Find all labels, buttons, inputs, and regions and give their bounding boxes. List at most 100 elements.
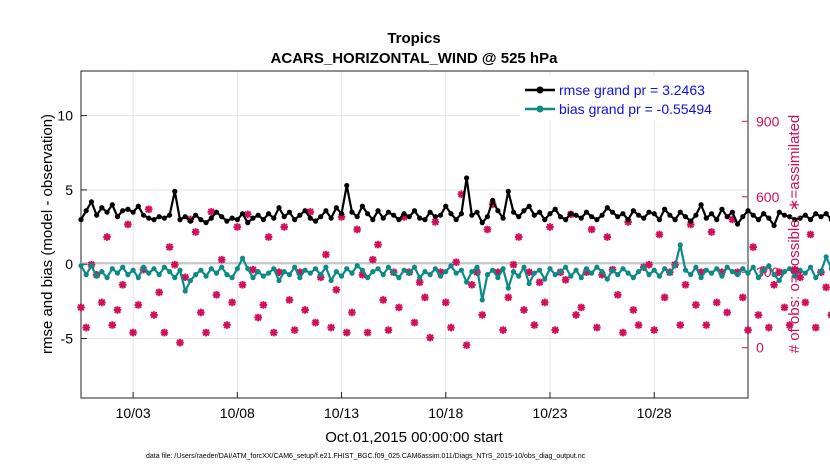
rmse-point	[708, 211, 715, 217]
bias-point	[135, 275, 141, 281]
obs-assimilated-point	[827, 311, 830, 319]
bias-point	[620, 266, 626, 272]
obs-assimilated-point	[327, 323, 335, 332]
rmse-point	[453, 217, 459, 223]
obs-assimilated-point	[478, 311, 487, 319]
rmse-point	[589, 214, 595, 220]
bias-point	[328, 277, 334, 284]
obs-assimilated-point	[259, 301, 268, 309]
obs-asterisk-stroke	[192, 228, 200, 236]
bias-point	[120, 264, 126, 270]
bias-point	[641, 264, 647, 270]
obs-assimilated-point	[801, 298, 810, 307]
bias-point	[797, 267, 803, 273]
obs-asterisk-stroke	[228, 298, 236, 306]
rmse-point	[630, 208, 636, 214]
bias-point	[354, 263, 360, 269]
rmse-point	[755, 217, 762, 223]
obs-assimilated-point	[228, 298, 236, 307]
obs-assimilated-point	[254, 313, 262, 322]
bias-point	[526, 280, 532, 287]
obs-assimilated-point	[629, 306, 638, 314]
rmse-point	[813, 211, 819, 217]
obs-asterisk-stroke	[265, 233, 273, 241]
obs-assimilated-point	[738, 293, 747, 302]
rmse-point	[281, 214, 287, 220]
obs-asterisk-stroke	[145, 205, 153, 213]
bias-point	[719, 273, 725, 279]
rmse-point	[797, 215, 803, 221]
bias-point	[104, 275, 110, 281]
rmse-point	[698, 202, 704, 208]
rmse-point	[114, 214, 121, 220]
bias-point	[516, 273, 522, 279]
rmse-point	[417, 215, 423, 221]
obs-asterisk-stroke	[572, 311, 580, 319]
rmse-point	[401, 211, 407, 217]
obs-assimilated-point	[702, 321, 711, 329]
bias-point	[615, 272, 621, 278]
x-tick-label: 10/23	[532, 405, 567, 421]
obs-assimilated-point	[410, 318, 419, 327]
rmse-point	[166, 212, 173, 218]
obs-asterisk-stroke	[103, 233, 111, 241]
bias-point	[521, 264, 527, 270]
obs-assimilated-point	[603, 233, 612, 241]
bias-point	[406, 270, 412, 276]
obs-asterisk-stroke	[197, 308, 205, 317]
obs-assimilated-point	[379, 296, 388, 304]
obs-asterisk-stroke	[254, 313, 262, 322]
obs-asterisk-stroke	[744, 326, 752, 334]
legend-bias-label: bias grand pr = -0.55494	[559, 101, 712, 117]
bias-point	[714, 266, 720, 272]
obs-asterisk-stroke	[780, 303, 789, 312]
rmse-point	[656, 217, 663, 223]
rmse-point	[693, 212, 699, 218]
bias-point	[563, 264, 569, 270]
rmse-point	[677, 209, 683, 215]
obs-asterisk-stroke	[113, 306, 122, 314]
obs-asterisk-stroke	[233, 223, 241, 231]
obs-assimilated-point	[744, 326, 752, 334]
rmse-point	[255, 212, 261, 218]
rmse-point	[448, 211, 454, 217]
obs-asterisk-stroke	[775, 268, 783, 276]
rmse-point	[156, 214, 162, 220]
rmse-point	[182, 214, 188, 220]
rmse-point	[568, 211, 574, 217]
rmse-point	[297, 212, 303, 218]
obs-assimilated-point	[134, 301, 143, 309]
rmse-point	[109, 202, 115, 208]
obs-assimilated-point	[160, 328, 169, 337]
obs-assimilated-point	[754, 311, 763, 319]
obs-assimilated-point	[749, 243, 758, 251]
bias-point	[99, 269, 105, 275]
obs-assimilated-point	[384, 326, 393, 334]
obs-assimilated-point	[176, 338, 184, 347]
obs-asterisk-stroke	[379, 296, 387, 304]
obs-assimilated-point	[249, 265, 257, 274]
obs-assimilated-point	[811, 323, 820, 332]
rmse-point	[99, 205, 105, 211]
bias-point	[229, 275, 235, 281]
obs-asterisk-stroke	[749, 243, 757, 251]
rmse-point	[510, 209, 517, 215]
rmse-point	[260, 217, 266, 223]
obs-assimilated-point	[723, 308, 731, 317]
rmse-point	[125, 206, 131, 212]
obs-assimilated-point	[785, 321, 794, 329]
bias-point	[792, 273, 798, 279]
obs-assimilated-point	[650, 326, 659, 334]
obs-assimilated-point	[707, 228, 716, 236]
rmse-point	[823, 211, 829, 217]
obs-asterisk-stroke	[786, 321, 794, 329]
bias-point	[599, 269, 605, 275]
bias-point	[656, 273, 663, 279]
legend-box	[520, 76, 746, 120]
y-tick-label-left: -5	[61, 331, 74, 347]
rmse-point	[563, 217, 569, 223]
bias-point	[453, 270, 459, 276]
bias-point	[813, 275, 819, 281]
rmse-point	[250, 215, 256, 221]
